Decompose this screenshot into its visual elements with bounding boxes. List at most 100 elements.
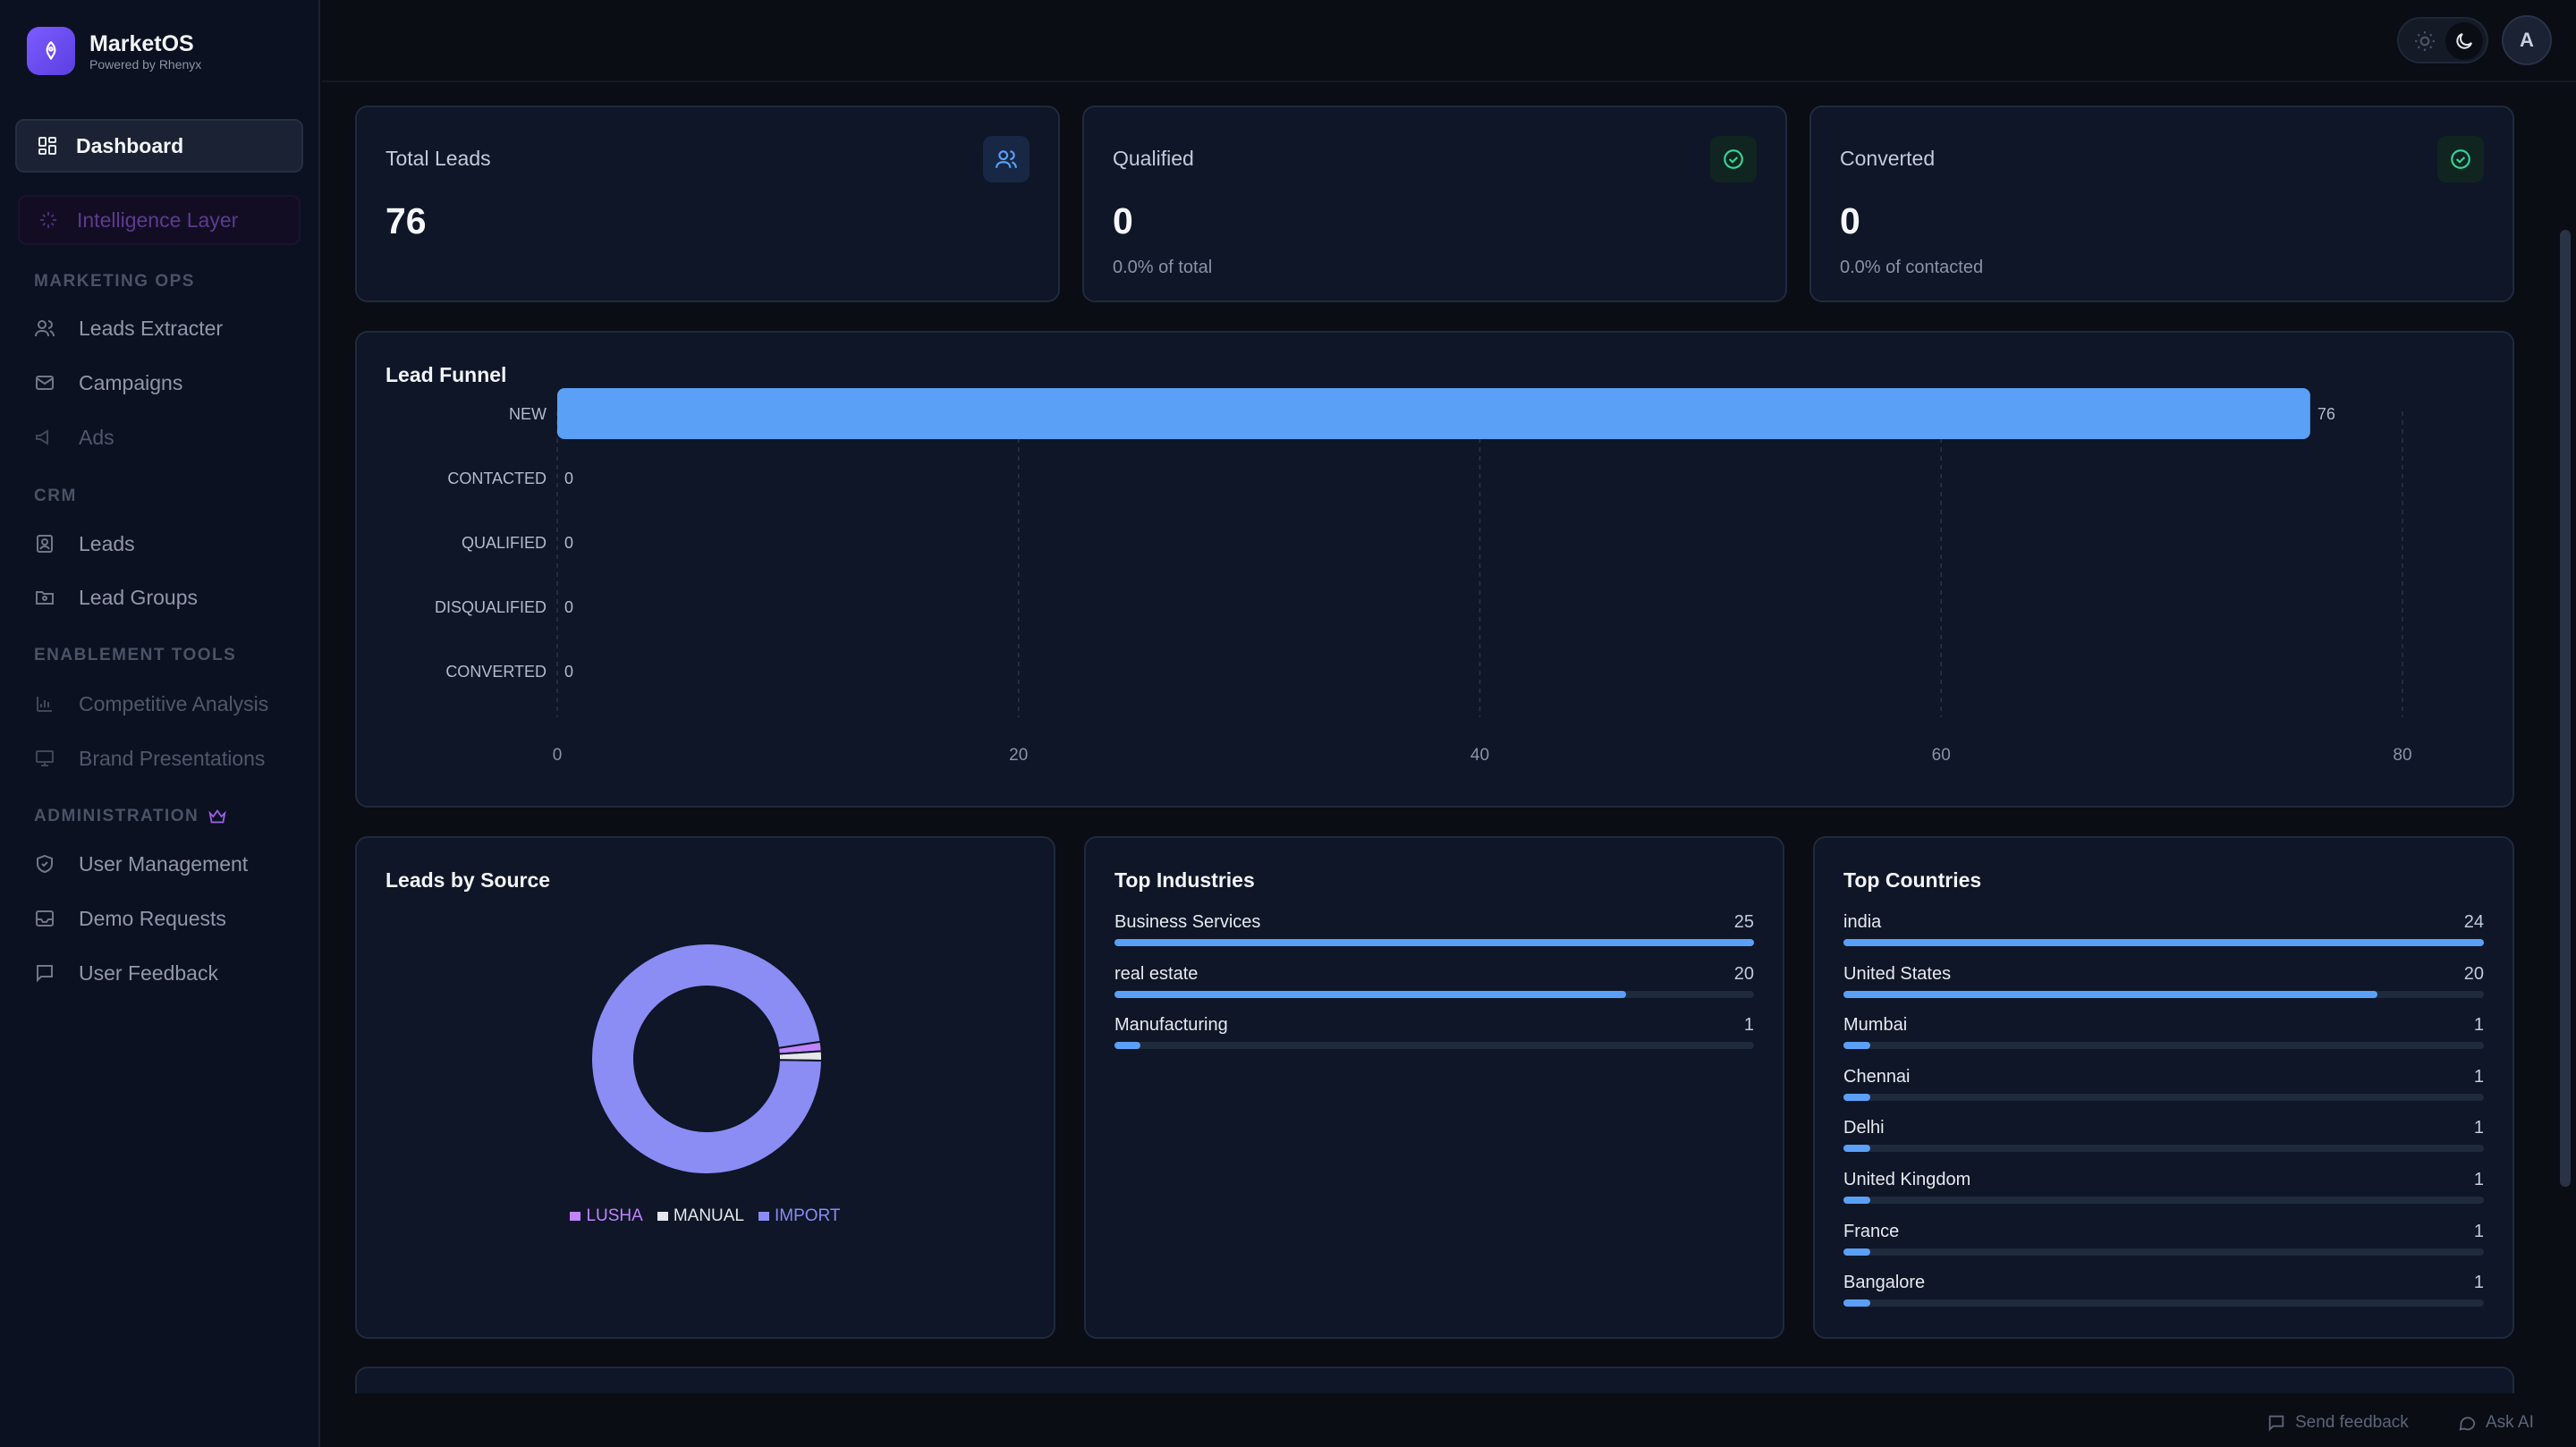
send-feedback-button[interactable]: Send feedback xyxy=(2267,1413,2409,1433)
industry-name: real estate xyxy=(1114,963,1199,984)
y-category-label: QUALIFIED xyxy=(462,534,547,552)
ask-ai-label: Ask AI xyxy=(2486,1413,2534,1432)
chat-bubble-icon xyxy=(2459,1417,2476,1431)
sidebar-item-dashboard[interactable]: Dashboard xyxy=(15,119,303,173)
donut-legend: LUSHA MANUAL IMPORT xyxy=(357,1206,1054,1226)
bar-value-label: 0 xyxy=(564,534,573,552)
lead-funnel-card: Lead Funnel 0 20 40 60 80 NEW 76 CONTACTED 0 QUAL… xyxy=(355,331,2514,808)
industry-name: Manufacturing xyxy=(1114,1015,1228,1036)
country-name: United Kingdom xyxy=(1843,1170,1971,1189)
sidebar-item-leads[interactable]: Leads xyxy=(34,526,135,562)
sidebar-item-label: Ads xyxy=(79,425,114,449)
donut-slice-import[interactable] xyxy=(590,943,824,1175)
sidebar-item-brand-presentations[interactable]: Brand Presentations xyxy=(34,740,265,776)
industry-count: 1 xyxy=(1743,1015,1754,1036)
legend-label: MANUAL xyxy=(673,1206,744,1225)
crown-icon xyxy=(208,809,226,824)
industry-row: real estate 20 xyxy=(1114,964,1754,1009)
sidebar-item-intelligence-layer[interactable]: Intelligence Layer xyxy=(18,195,301,245)
country-row: United Kingdom 1 xyxy=(1843,1170,2484,1214)
avatar[interactable]: A xyxy=(2502,15,2552,65)
sidebar-item-ads[interactable]: Ads xyxy=(34,419,114,455)
industry-count: 25 xyxy=(1733,912,1754,932)
legend-item-lusha[interactable]: LUSHA xyxy=(570,1206,643,1226)
moon-icon xyxy=(2456,33,2472,49)
bar-chart-icon xyxy=(37,697,52,712)
sidebar-item-user-feedback[interactable]: User Feedback xyxy=(34,955,218,991)
country-progress-fill xyxy=(1843,1299,1870,1307)
country-progress-fill xyxy=(1843,1197,1870,1204)
legend-label: IMPORT xyxy=(775,1206,841,1225)
scrollbar-thumb[interactable] xyxy=(2560,230,2571,1187)
stat-subtitle: 0.0% of contacted xyxy=(1840,258,1984,277)
brand[interactable]: MarketOS Powered by Rhenyx xyxy=(27,27,201,75)
country-progress-track xyxy=(1843,1145,2484,1153)
funnel-bar[interactable] xyxy=(557,388,2310,439)
country-progress-track xyxy=(1843,990,2484,998)
country-progress-track xyxy=(1843,1093,2484,1101)
folder-users-icon xyxy=(36,591,54,605)
country-name: Chennai xyxy=(1843,1066,1911,1087)
sidebar-item-label: Campaigns xyxy=(79,370,183,394)
theme-toggle[interactable] xyxy=(2397,17,2488,63)
legend-label: LUSHA xyxy=(586,1206,643,1225)
sidebar: MarketOS Powered by Rhenyx Dashboard Int… xyxy=(0,0,320,1447)
users-icon xyxy=(35,320,55,337)
country-name: india xyxy=(1843,912,1882,932)
check-circle-icon xyxy=(1710,136,1757,182)
industry-progress-fill xyxy=(1114,939,1754,946)
card-title: Top Industries xyxy=(1114,868,1255,892)
industry-progress-track xyxy=(1114,939,1754,946)
legend-item-import[interactable]: IMPORT xyxy=(758,1206,841,1226)
check-circle-icon xyxy=(2437,136,2484,182)
moon-button[interactable] xyxy=(2445,22,2483,60)
sidebar-item-label: Demo Requests xyxy=(79,906,226,930)
country-name: United States xyxy=(1843,963,1952,984)
country-progress-fill xyxy=(1843,1248,1870,1256)
sidebar-item-label: Leads xyxy=(79,531,135,555)
sidebar-item-demo-requests[interactable]: Demo Requests xyxy=(34,901,226,936)
sidebar-item-competitive-analysis[interactable]: Competitive Analysis xyxy=(34,686,268,722)
section-administration: ADMINISTRATION xyxy=(34,807,227,826)
country-count: 1 xyxy=(2473,1066,2484,1087)
y-category-label: CONTACTED xyxy=(447,470,547,487)
sidebar-item-leads-extracter[interactable]: Leads Extracter xyxy=(34,310,223,346)
section-crm: CRM xyxy=(34,487,77,505)
country-count: 1 xyxy=(2473,1118,2484,1138)
scrollbar[interactable] xyxy=(2555,82,2576,1393)
top-industries-card: Top Industries Business Services 25 real e… xyxy=(1084,836,1784,1339)
y-category-label: NEW xyxy=(509,405,547,423)
x-tick-label: 80 xyxy=(2393,746,2411,765)
country-row: india 24 xyxy=(1843,912,2484,957)
industry-row: Manufacturing 1 xyxy=(1114,1015,1754,1060)
country-row: France 1 xyxy=(1843,1222,2484,1266)
sparkle-icon xyxy=(40,212,56,228)
message-square-icon xyxy=(2268,1415,2284,1432)
country-name: Delhi xyxy=(1843,1118,1885,1138)
sidebar-item-lead-groups[interactable]: Lead Groups xyxy=(34,580,198,615)
sidebar-item-label: Lead Groups xyxy=(79,585,198,609)
leads-by-source-card: Leads by Source LUSHA MANUAL IMPORT xyxy=(355,836,1055,1339)
country-row: Chennai 1 xyxy=(1843,1067,2484,1112)
footer xyxy=(322,1393,2576,1447)
legend-item-manual[interactable]: MANUAL xyxy=(657,1206,744,1226)
sun-icon[interactable] xyxy=(2413,30,2436,53)
lead-funnel-chart: 0 20 40 60 80 NEW 76 CONTACTED 0 QUALIFIED 0 DISQUA… xyxy=(435,388,2412,765)
contact-card-icon xyxy=(37,535,53,553)
topbar xyxy=(322,0,2576,82)
ask-ai-button[interactable]: Ask AI xyxy=(2457,1413,2534,1433)
legend-swatch xyxy=(657,1212,668,1221)
dashboard-grid-icon xyxy=(38,137,56,155)
sidebar-item-user-management[interactable]: User Management xyxy=(34,846,248,882)
country-row: Bangalore 1 xyxy=(1843,1273,2484,1317)
card-title: Top Countries xyxy=(1843,868,1982,892)
section-enablement-tools: ENABLEMENT TOOLS xyxy=(34,646,237,664)
x-tick-label: 0 xyxy=(553,746,563,765)
brand-name: MarketOS xyxy=(89,31,194,56)
country-row: Mumbai 1 xyxy=(1843,1015,2484,1060)
legend-swatch xyxy=(758,1212,769,1221)
industry-progress-track xyxy=(1114,990,1754,998)
send-feedback-label: Send feedback xyxy=(2295,1413,2409,1432)
sidebar-item-campaigns[interactable]: Campaigns xyxy=(34,365,182,401)
country-name: Bangalore xyxy=(1843,1273,1926,1293)
